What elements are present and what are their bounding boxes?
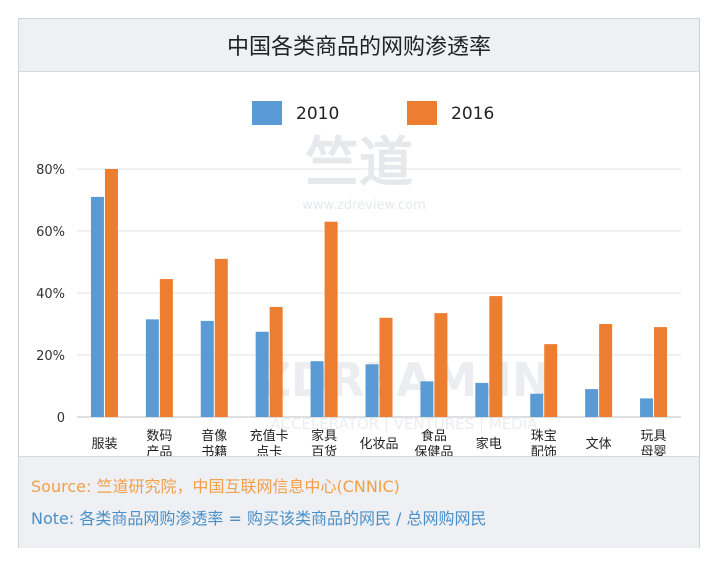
footer-notes: Source: 竺道研究院，中国互联网信息中心(CNNIC) Note: 各类商… (19, 456, 699, 548)
bar-2010-7 (475, 382, 489, 417)
x-tick-label: 充值卡 (250, 428, 289, 444)
x-tick-label: 食品 (421, 428, 447, 444)
note-line: Note: 各类商品网购渗透率 = 购买该类商品的网民 / 总网购网民 (31, 505, 487, 529)
bar-2016-6 (434, 313, 448, 417)
x-tick-label: 化妆品 (359, 437, 398, 452)
bar-2016-3 (269, 306, 283, 417)
y-tick-label: 40% (36, 287, 65, 302)
x-tick-label: 服装 (91, 437, 117, 452)
chart-title: 中国各类商品的网购渗透率 (19, 19, 699, 72)
x-tick-label: 产品 (146, 445, 172, 456)
x-tick-label: 文体 (586, 437, 612, 452)
bar-2016-1 (159, 279, 173, 417)
x-tick-label: 点卡 (256, 445, 282, 456)
legend-swatch-2016 (407, 101, 437, 125)
chart-frame: 中国各类商品的网购渗透率 竺道 www.zdreview.com ZDREAM.IN… (18, 18, 700, 548)
bar-2010-10 (640, 398, 654, 417)
bar-2016-8 (544, 344, 558, 417)
x-tick-label: 配饰 (531, 445, 557, 456)
bar-2010-8 (530, 393, 544, 417)
bar-2010-1 (145, 319, 159, 417)
bar-2016-10 (654, 327, 668, 417)
watermark-brand-top: 竺道 (305, 131, 413, 194)
x-tick-label: 书籍 (201, 444, 227, 456)
x-tick-label: 家电 (476, 436, 502, 452)
bar-2016-9 (599, 324, 613, 417)
bar-2010-3 (255, 331, 269, 417)
bar-2010-0 (90, 196, 104, 417)
x-tick-label: 玩具 (641, 429, 667, 444)
legend-swatch-2010 (252, 101, 282, 125)
x-tick-label: 百货 (311, 444, 337, 456)
y-tick-label: 20% (36, 349, 65, 364)
source-line: Source: 竺道研究院，中国互联网信息中心(CNNIC) (31, 473, 400, 497)
note-text: 各类商品网购渗透率 = 购买该类商品的网民 / 总网购网民 (79, 509, 487, 528)
bar-2016-4 (324, 221, 338, 417)
y-tick-label: 80% (36, 163, 65, 178)
bar-2016-5 (379, 317, 393, 417)
x-tick-label: 数码 (146, 429, 172, 444)
source-text: 竺道研究院，中国互联网信息中心(CNNIC) (96, 477, 400, 496)
bar-2010-5 (365, 364, 379, 417)
bar-2010-9 (585, 389, 599, 417)
legend-label-2010: 2010 (296, 104, 339, 124)
chart-area: 竺道 www.zdreview.com ZDREAM.IN ACCELERATOR |… (19, 71, 699, 456)
y-tick-label: 0 (57, 411, 65, 426)
x-tick-label: 音像 (201, 428, 227, 444)
x-tick-label: 保健品 (414, 445, 453, 456)
bar-2010-6 (420, 381, 434, 417)
note-label: Note: (31, 509, 75, 528)
y-tick-label: 60% (36, 225, 65, 240)
watermark-tagline: ACCELERATOR | VENTURES | MEDIA (271, 415, 539, 433)
bar-2016-2 (214, 258, 228, 417)
legend-label-2016: 2016 (451, 104, 494, 124)
source-label: Source: (31, 477, 92, 496)
bar-2010-2 (200, 320, 214, 417)
watermark-url: www.zdreview.com (302, 198, 426, 213)
x-tick-label: 家具 (311, 428, 337, 444)
bar-2016-0 (104, 169, 118, 417)
bar-2010-4 (310, 361, 324, 417)
x-tick-label: 母婴 (641, 445, 667, 456)
bar-chart: 竺道 www.zdreview.com ZDREAM.IN ACCELERATOR |… (36, 101, 681, 456)
x-tick-label: 珠宝 (531, 429, 557, 444)
watermark-brand-bottom: ZDREAM.IN (258, 353, 551, 407)
bar-2016-7 (489, 296, 503, 417)
